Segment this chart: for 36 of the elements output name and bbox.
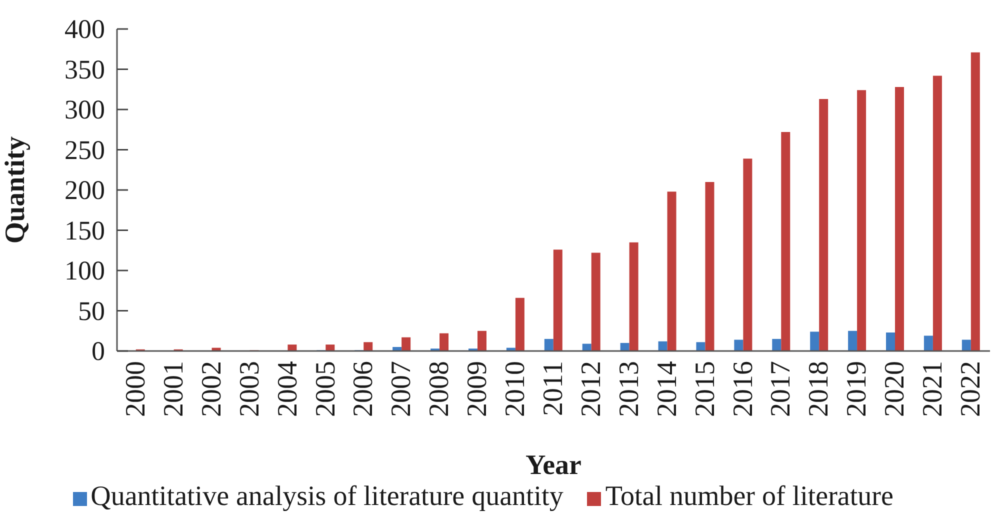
x-tick-label: 2008 bbox=[424, 361, 456, 417]
x-tick-label: 2017 bbox=[766, 361, 797, 417]
x-tick-label: 2010 bbox=[500, 361, 532, 417]
x-tick-label: 2018 bbox=[804, 361, 835, 417]
x-tick-label: 2000 bbox=[120, 361, 152, 417]
x-tick-label: 2019 bbox=[842, 361, 873, 417]
y-tick-label: 400 bbox=[64, 14, 105, 44]
x-tick-label: 2012 bbox=[576, 361, 607, 417]
x-tick-label: 2022 bbox=[956, 361, 987, 417]
legend-label: Total number of literature bbox=[605, 481, 894, 512]
x-tick-label: 2020 bbox=[880, 361, 911, 417]
y-axis-title: Quantity bbox=[0, 136, 31, 244]
y-tick-label: 300 bbox=[64, 94, 105, 124]
x-axis-title: Year bbox=[526, 450, 582, 481]
x-tick-label: 2007 bbox=[386, 361, 418, 417]
x-tick-label: 2004 bbox=[272, 361, 304, 417]
x-tick-label: 2006 bbox=[348, 361, 380, 417]
x-tick-label: 2003 bbox=[234, 361, 266, 417]
y-tick-label: 200 bbox=[64, 175, 105, 205]
y-tick-label: 250 bbox=[64, 134, 105, 165]
legend-label: Quantitative analysis of literature quantity bbox=[90, 481, 564, 512]
x-tick-label: 2005 bbox=[310, 361, 342, 417]
y-tick-label: 0 bbox=[92, 336, 105, 366]
y-tick-label: 50 bbox=[78, 296, 105, 326]
x-tick-label: 2016 bbox=[728, 361, 759, 417]
x-tick-label: 2011 bbox=[538, 361, 569, 416]
x-tick-label: 2001 bbox=[158, 361, 190, 417]
x-tick-label: 2014 bbox=[652, 361, 683, 417]
x-tick-label: 2002 bbox=[196, 361, 228, 417]
y-tick-label: 100 bbox=[64, 256, 105, 286]
x-tick-label: 2021 bbox=[918, 361, 949, 417]
y-tick-label: 350 bbox=[64, 54, 105, 84]
x-tick-label: 2015 bbox=[690, 361, 721, 417]
y-tick-label: 150 bbox=[64, 215, 105, 246]
x-tick-label: 2013 bbox=[614, 361, 645, 417]
x-tick-label: 2009 bbox=[462, 361, 494, 417]
